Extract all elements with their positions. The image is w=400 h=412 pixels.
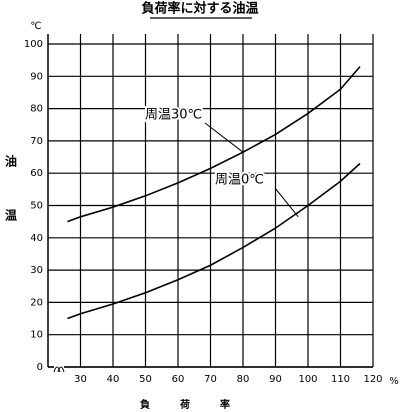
x-tick-label: 50	[139, 374, 152, 385]
x-tick-label: 100	[298, 374, 317, 385]
y-tick-label: 20	[30, 297, 43, 308]
chart-title: 負荷率に対する油温	[141, 1, 258, 17]
y-tick-label: 100	[24, 39, 43, 50]
line-series	[67, 162, 361, 320]
y-tick-label: 70	[30, 136, 43, 147]
annotation-leader	[274, 187, 299, 218]
y-tick-label: 50	[30, 201, 43, 212]
axis-break	[53, 366, 65, 373]
y-axis-label: 油温	[4, 154, 18, 263]
y-tick-label: 40	[30, 233, 43, 244]
y-tick-label: 80	[30, 104, 43, 115]
x-unit: %	[389, 376, 399, 387]
y-tick-label: 0	[37, 362, 43, 373]
x-tick-label: 60	[172, 374, 185, 385]
y-unit: ℃	[30, 21, 41, 32]
x-tick-label: 70	[204, 374, 217, 385]
annotation: 周温30℃	[145, 108, 202, 123]
y-tick-label: 60	[30, 168, 43, 179]
x-tick-label: 120	[363, 374, 382, 385]
x-tick-label: 90	[269, 374, 282, 385]
x-tick-label: 30	[74, 374, 87, 385]
x-tick-label: 80	[237, 374, 250, 385]
x-tick-label: 40	[107, 374, 120, 385]
line-series	[67, 66, 361, 223]
y-tick-label: 30	[30, 265, 43, 276]
y-tick-label: 90	[30, 71, 43, 82]
annotation-leader	[204, 122, 244, 153]
annotation: 周温0℃	[215, 173, 264, 188]
y-tick-label: 10	[30, 330, 43, 341]
x-axis-label: 負荷率	[140, 398, 260, 411]
x-tick-label: 110	[331, 374, 350, 385]
axis-break-gap	[54, 361, 64, 373]
